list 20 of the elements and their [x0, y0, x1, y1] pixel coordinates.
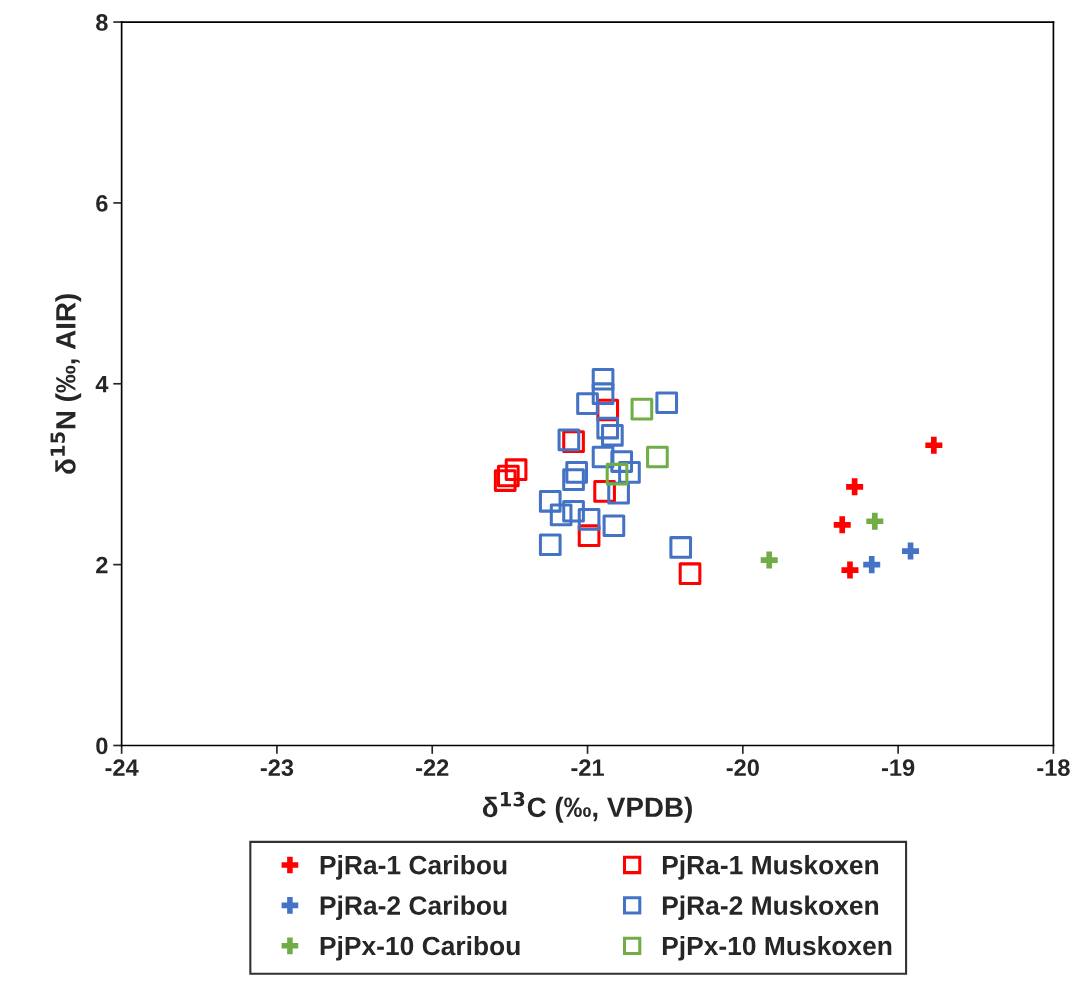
x-tick-label: -22 [416, 759, 449, 776]
x-tick-label: -19 [881, 759, 915, 777]
x-axis-title: δ$^{13}$C (‰, VPDB) [482, 791, 692, 823]
y-tick-label: 2 [96, 556, 108, 574]
y-tick-label: 8 [96, 14, 108, 31]
y-tick-label: 6 [96, 194, 108, 212]
legend-label: PjRa-2 Muskoxen [662, 895, 879, 921]
x-tick-label: -18 [1037, 759, 1070, 777]
legend-label: PjRa-1 Caribou [320, 855, 507, 880]
x-tick-label: -21 [571, 759, 604, 776]
x-tick-label: -24 [105, 759, 139, 776]
legend-label: PjPx-10 Muskoxen [662, 935, 892, 961]
y-tick-label: 0 [96, 737, 108, 755]
x-tick-label: -20 [726, 759, 759, 777]
legend-label: PjRa-1 Muskoxen [662, 855, 879, 880]
legend-label: PjPx-10 Caribou [320, 935, 520, 961]
legend-label: PjRa-2 Caribou [320, 895, 507, 921]
y-tick-label: 4 [95, 376, 109, 393]
x-tick-label: -23 [260, 759, 294, 777]
y-axis-title: δ$^{15}$N (‰, AIR) [50, 294, 82, 474]
